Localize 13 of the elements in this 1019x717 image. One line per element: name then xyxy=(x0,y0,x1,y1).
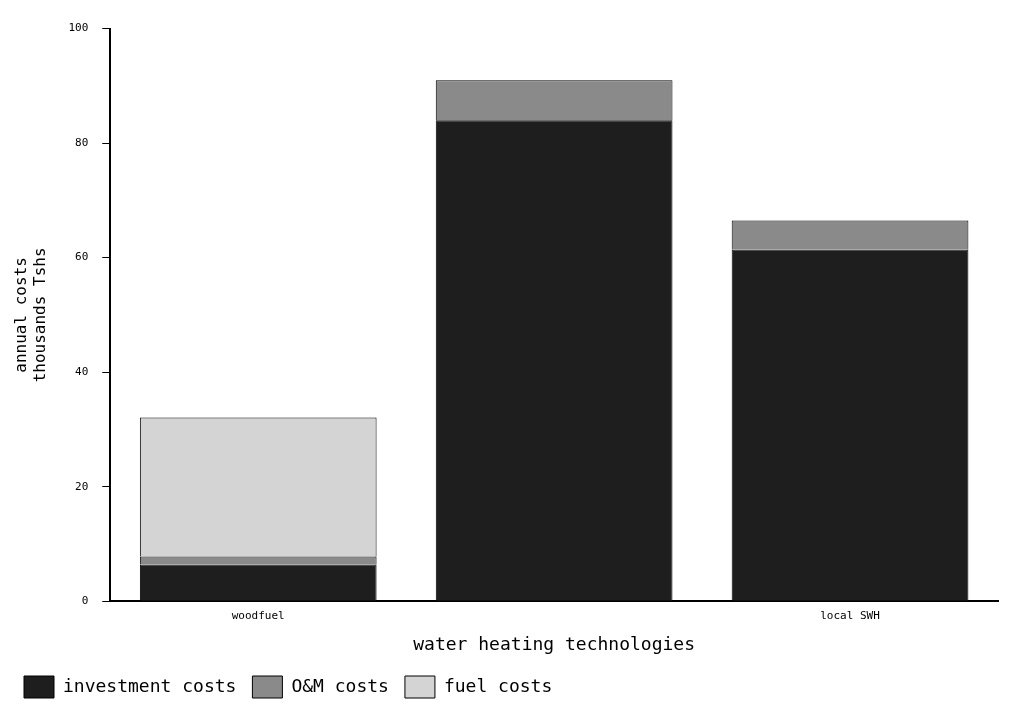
y-axis-title: annual costs thousands Tshs xyxy=(10,247,49,383)
y-tick-label: 80 xyxy=(75,135,89,149)
y-tick-label: 60 xyxy=(75,250,89,264)
y-tick-label: 40 xyxy=(75,365,89,379)
y-tick-label: 100 xyxy=(68,21,89,35)
legend-label: O&M costs xyxy=(291,674,389,696)
y-tick-label: 20 xyxy=(75,479,89,493)
x-tick-label: woodfuel xyxy=(231,608,285,622)
x-axis-title: water heating technologies xyxy=(413,632,696,654)
x-tick-label: local SWH xyxy=(820,608,880,622)
legend-label: investment costs xyxy=(63,674,237,696)
legend-label: fuel costs xyxy=(443,674,553,696)
y-tick-label: 0 xyxy=(81,594,89,608)
